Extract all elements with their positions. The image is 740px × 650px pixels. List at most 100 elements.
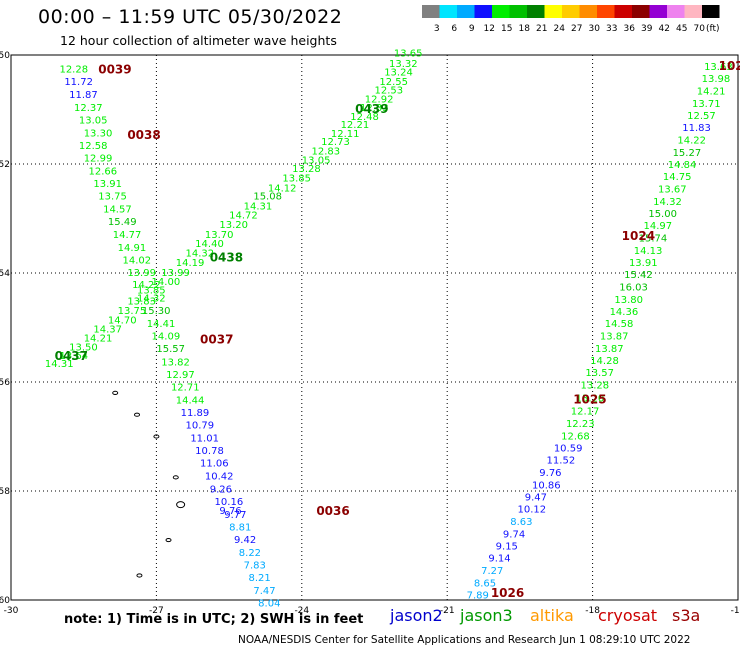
swh-value: 13.50: [69, 343, 98, 354]
swh-value: 13.20: [219, 220, 248, 231]
island-outline: [172, 475, 179, 480]
colorbar-label: 15: [501, 24, 512, 34]
swh-value: 9.77: [224, 510, 246, 521]
swh-value: 10.42: [205, 472, 234, 483]
swh-value: 10.12: [517, 504, 546, 515]
swh-value: 14.32: [137, 294, 166, 305]
island-outline: [176, 501, 186, 509]
swh-value: 12.97: [166, 370, 195, 381]
swh-value: 14.40: [195, 239, 224, 250]
swh-value: 8.63: [510, 517, 532, 528]
swh-value: 12.99: [84, 153, 113, 164]
swh-value: 12.11: [331, 129, 360, 140]
colorbar-label: 30: [589, 24, 601, 34]
swh-value: 13.98: [702, 74, 731, 85]
map-frame: [10, 54, 739, 601]
swh-value: 12.28: [59, 65, 88, 76]
swh-value: 13.83: [127, 296, 156, 307]
swh-value: 12.71: [171, 382, 200, 393]
swh-value: 13.28: [580, 381, 609, 392]
color-scale-legend: 3 6 9 12 15 18 21 24 27 30 33 36 39 42 45 70 (ft): [422, 5, 720, 34]
y-tick-label: -56: [0, 378, 10, 388]
swh-value: 14.21: [697, 86, 726, 97]
colorbar-swatch: [597, 5, 615, 18]
colorbar-swatch: [527, 5, 545, 18]
satellite-name-s3a: s3a: [672, 606, 701, 625]
swh-value: 12.53: [375, 85, 404, 96]
swh-value: 14.31: [45, 359, 74, 370]
credit-line: NOAA/NESDIS Center for Satellite Applica…: [238, 634, 691, 646]
pass-time-label: 0439: [355, 102, 388, 116]
swh-value: 13.80: [614, 295, 643, 306]
colorbar-swatch: [474, 5, 492, 18]
colorbar-label: 3: [434, 24, 440, 34]
swh-value: 9.14: [488, 553, 510, 564]
swh-value: 12.23: [566, 419, 595, 430]
x-tick-label: -15: [731, 606, 740, 616]
swh-value: 14.41: [147, 319, 176, 330]
swh-value: 7.47: [253, 586, 275, 597]
colorbar-label: 39: [641, 24, 653, 34]
swh-value: 13.71: [692, 99, 721, 110]
swh-value: 15.27: [673, 148, 702, 159]
swh-value: 14.97: [643, 221, 672, 232]
colorbar-swatch: [649, 5, 667, 18]
satellite-name-altika: altika: [530, 606, 574, 625]
colorbar-swatch: [562, 5, 580, 18]
swh-value: 12.55: [379, 77, 408, 88]
swh-value: 14.72: [229, 211, 258, 222]
swh-value: 13.75: [118, 306, 147, 317]
swh-value: 12.66: [89, 167, 118, 178]
swh-value: 11.87: [69, 90, 98, 101]
colorbar-swatch: [614, 5, 632, 18]
colorbar-label: 70: [694, 24, 706, 34]
swh-value: 13.82: [161, 357, 190, 368]
x-tick-label: -18: [585, 606, 600, 616]
swh-value: 11.72: [64, 77, 93, 88]
swh-value: 15.08: [253, 192, 282, 203]
pass-time-label: 0437: [55, 349, 88, 363]
swh-value: 12.33: [360, 103, 389, 114]
swh-value: 13.28: [292, 164, 321, 175]
y-tick-label: -60: [0, 596, 10, 606]
swh-value: 12.48: [350, 112, 379, 123]
swh-value: 14.19: [176, 258, 205, 269]
swh-value: 13.75: [98, 192, 127, 203]
swh-value: 9.42: [234, 535, 256, 546]
colorbar-label: 45: [676, 24, 687, 34]
pass-time-label: 102: [719, 59, 740, 73]
colorbar-swatch: [579, 5, 597, 18]
swh-value: 13.05: [79, 115, 108, 126]
swh-value: 13.24: [384, 67, 413, 78]
swh-value: 11.06: [200, 459, 229, 470]
swh-value: 8.22: [239, 548, 261, 559]
swh-value: 14.21: [84, 333, 113, 344]
x-tick-label: -24: [294, 606, 309, 616]
island-outline: [112, 390, 119, 395]
swh-value: 12.58: [79, 141, 108, 152]
swh-value: 13.85: [282, 174, 311, 185]
swh-value: 14.22: [677, 135, 706, 146]
swh-value: 13.64: [59, 351, 88, 362]
swh-value: 8.21: [248, 573, 270, 584]
swh-value: 13.70: [205, 230, 234, 241]
satellite-name-jason2: jason2: [390, 606, 443, 625]
colorbar-swatch: [492, 5, 510, 18]
swh-value: 14.02: [122, 255, 151, 266]
colorbar-label: 6: [451, 24, 457, 34]
swh-value: 13.99: [161, 268, 190, 279]
colorbar-label: (ft): [706, 24, 720, 34]
swh-value: 12.92: [365, 95, 394, 106]
island-outline: [165, 537, 172, 543]
swh-value: 11.52: [547, 455, 576, 466]
swh-value: 12.73: [321, 137, 350, 148]
swh-value: 15.74: [639, 234, 668, 245]
y-tick-label: -54: [0, 269, 10, 279]
swh-value: 10.78: [195, 446, 224, 457]
pass-time-label: 1024: [622, 229, 655, 243]
swh-value: 14.91: [118, 243, 147, 254]
swh-value: 13.99: [127, 268, 156, 279]
swh-value: 13.67: [658, 185, 687, 196]
colorbar-swatch: [702, 5, 720, 18]
